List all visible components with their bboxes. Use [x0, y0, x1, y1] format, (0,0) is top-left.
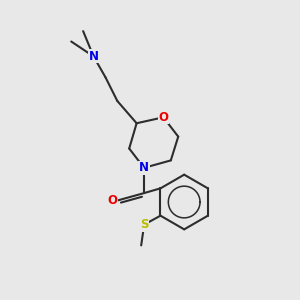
Text: N: N [139, 161, 149, 174]
Text: O: O [107, 194, 117, 207]
Text: O: O [158, 111, 168, 124]
Text: S: S [140, 218, 148, 231]
Text: N: N [88, 50, 98, 63]
